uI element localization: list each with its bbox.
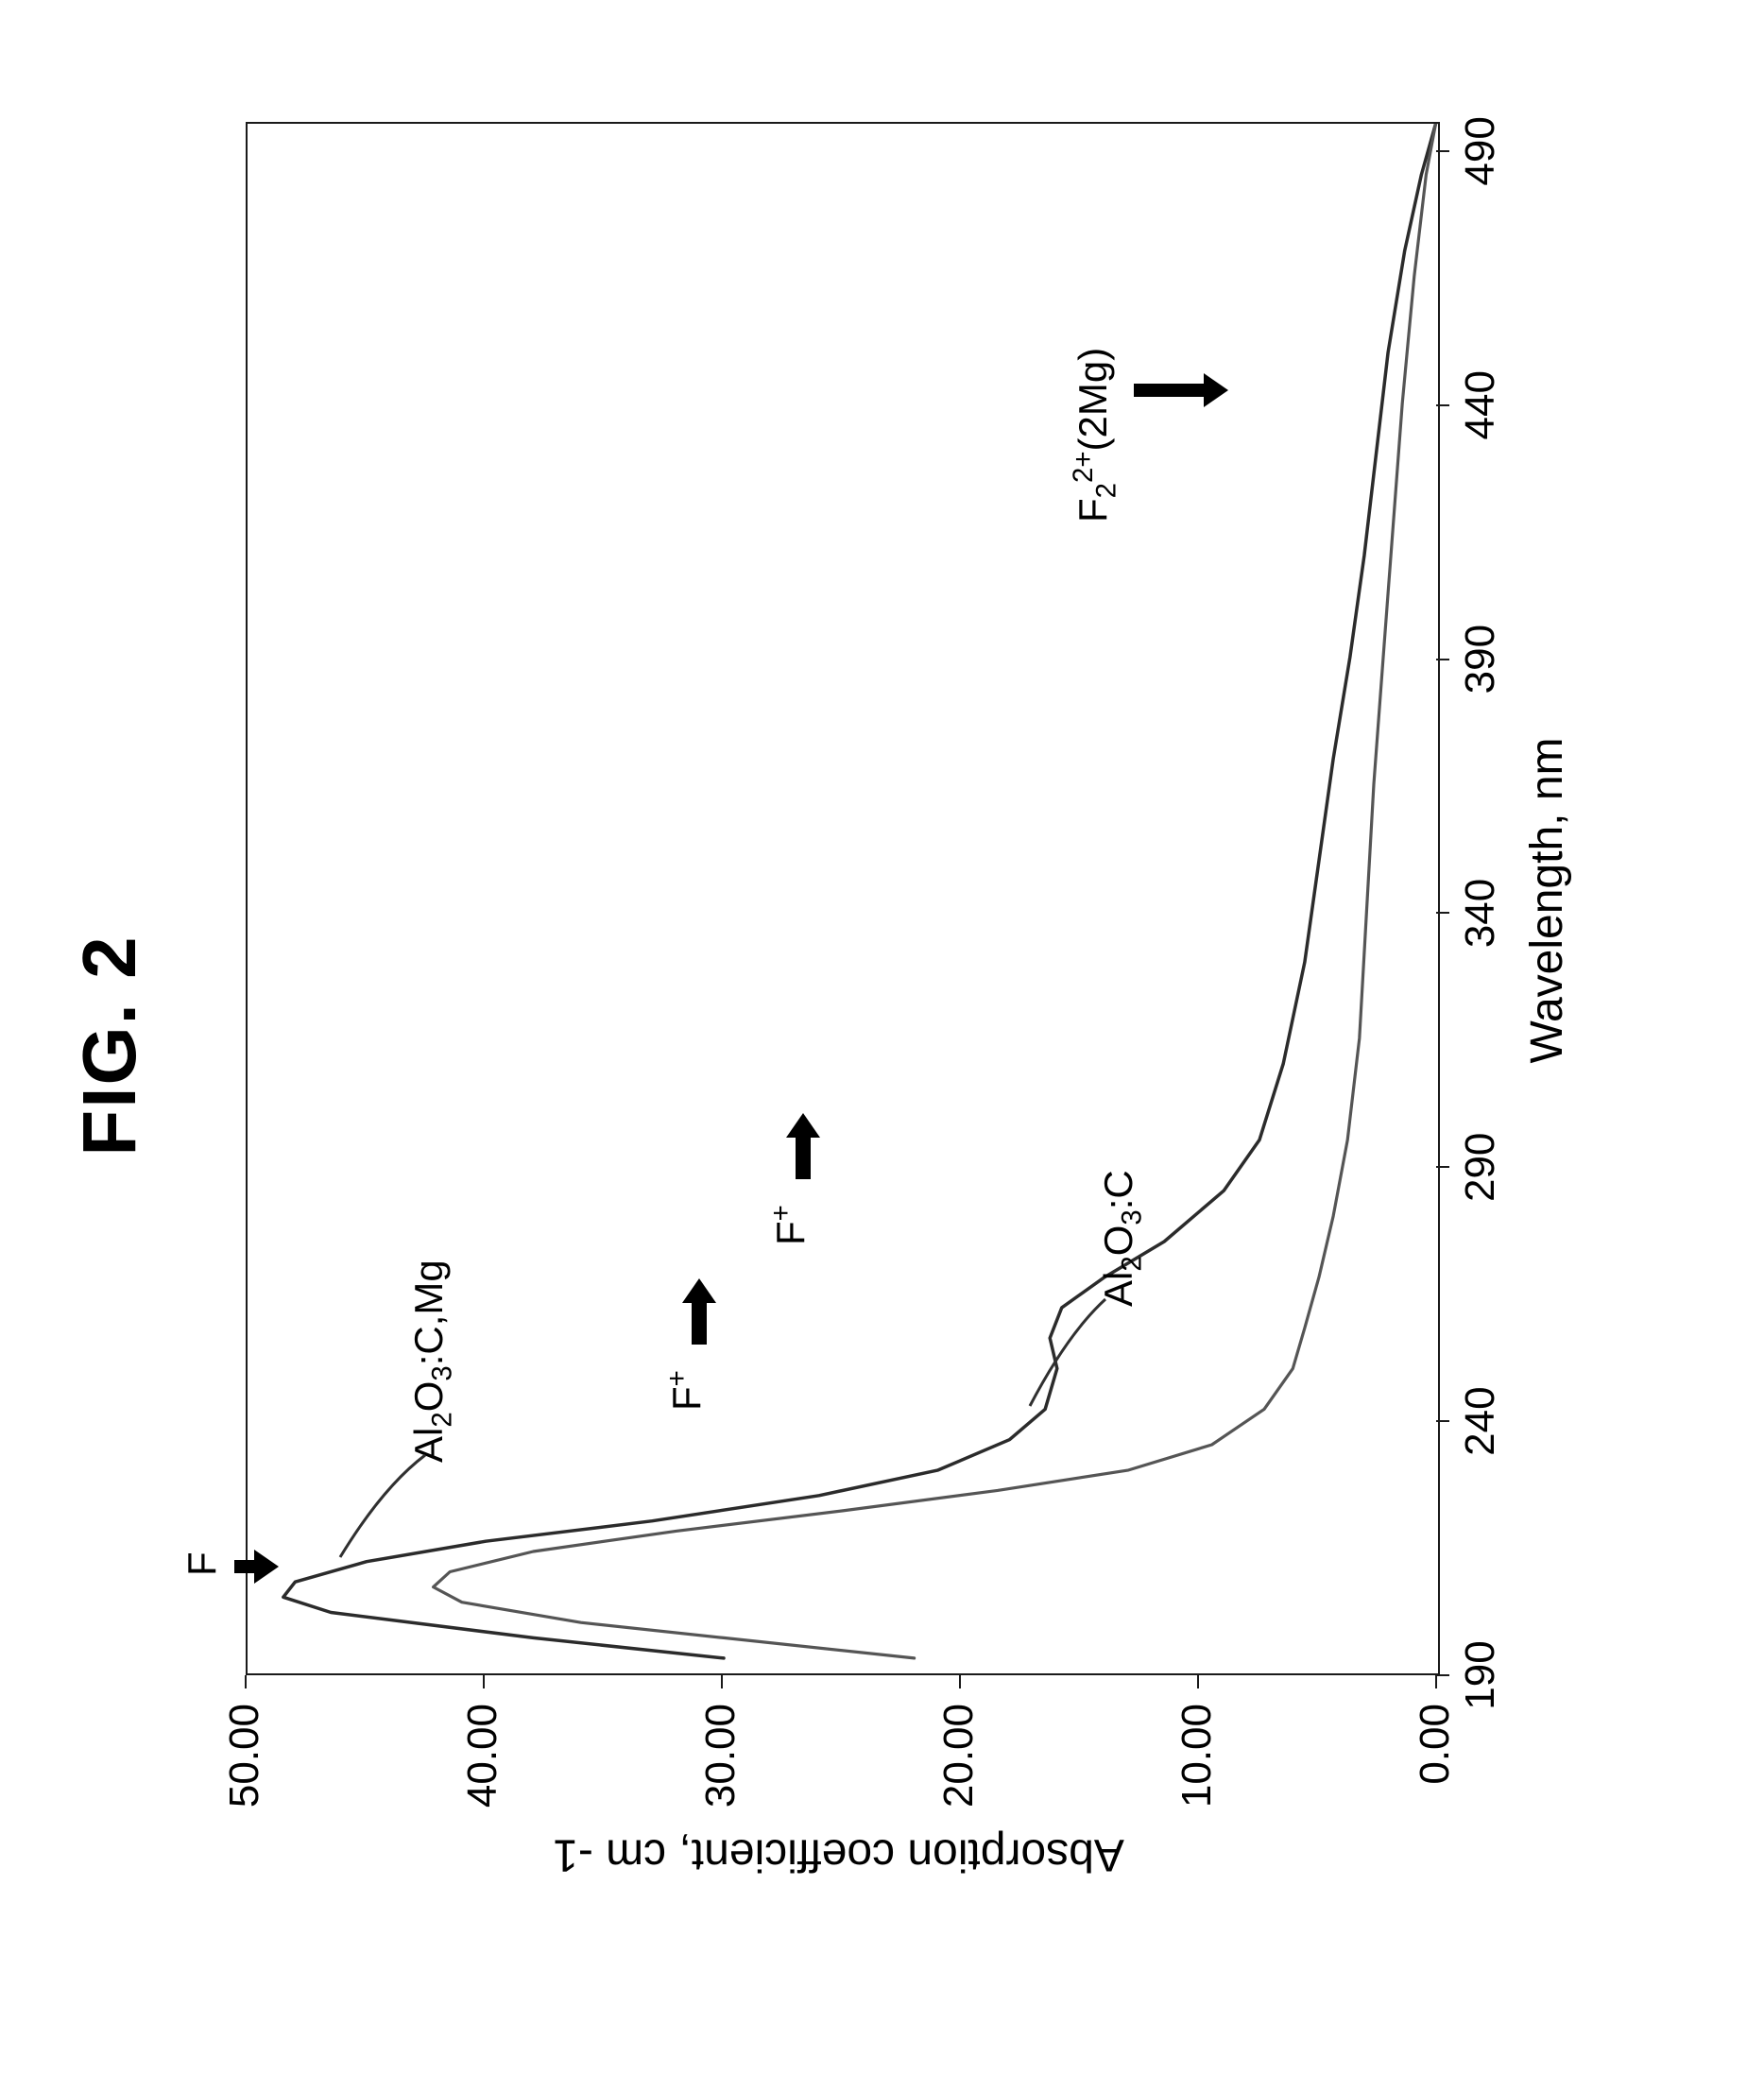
x-tick-label: 240 — [1457, 1364, 1504, 1478]
x-tick-label: 290 — [1457, 1110, 1504, 1224]
x-tick — [1436, 659, 1449, 660]
y-tick — [1197, 1675, 1199, 1688]
annotation-al2o3-c-mg: Al2O3:C,Mg — [406, 1260, 458, 1463]
y-axis-label: Absorption coefficient, cm -1 — [414, 1829, 1264, 1881]
x-tick — [1436, 404, 1449, 406]
x-tick-label: 340 — [1457, 856, 1504, 969]
annotation-F: F — [180, 1551, 225, 1576]
y-tick-label: 40.00 — [459, 1704, 506, 1836]
x-tick — [1436, 912, 1449, 914]
annotation-Fplus-1: F+ — [661, 1370, 710, 1411]
figure-container: FIG. 2 190 240 290 340 390 440 490 0.00 10.00 20.… — [0, 0, 1764, 2091]
x-tick-label: 440 — [1457, 349, 1504, 462]
x-tick-label: 390 — [1457, 603, 1504, 716]
y-tick — [483, 1675, 485, 1688]
x-tick — [1436, 1674, 1449, 1676]
y-tick — [959, 1675, 961, 1688]
series-Al2O3:C — [434, 124, 1436, 1658]
y-tick — [1435, 1675, 1437, 1688]
y-tick-label: 10.00 — [1173, 1704, 1221, 1836]
x-tick — [1436, 150, 1449, 152]
x-tick-label: 490 — [1457, 94, 1504, 208]
x-axis-label: Wavelength, nm — [1521, 664, 1573, 1137]
annotation-Fplus-2: F+ — [765, 1205, 813, 1245]
y-tick — [721, 1675, 723, 1688]
y-tick — [245, 1675, 247, 1688]
annotation-F22plus: F22+(2Mg) — [1068, 348, 1122, 523]
y-tick-label: 20.00 — [935, 1704, 983, 1836]
annotation-al2o3-c: Al2O3:C — [1096, 1170, 1148, 1307]
y-tick-label: 30.00 — [697, 1704, 745, 1836]
x-tick-label: 190 — [1457, 1619, 1504, 1732]
figure-title: FIG. 2 — [66, 0, 153, 2091]
y-tick-label: 50.00 — [221, 1704, 268, 1836]
x-tick — [1436, 1420, 1449, 1422]
x-tick — [1436, 1166, 1449, 1168]
y-tick-label: 0.00 — [1412, 1704, 1459, 1836]
